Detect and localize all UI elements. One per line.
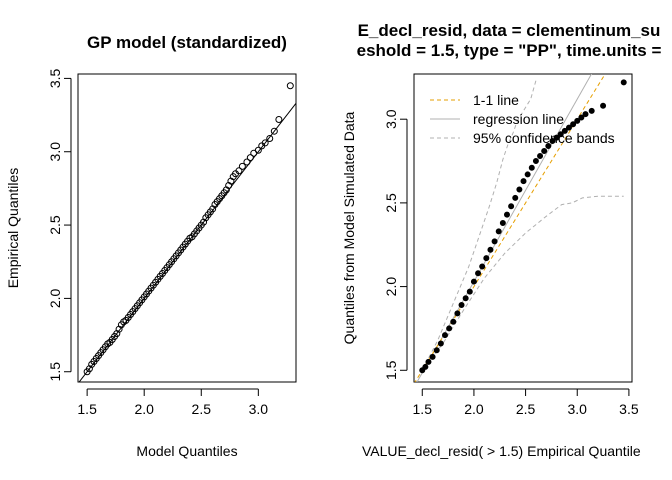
data-point [541, 147, 548, 154]
legend-label: regression line [473, 111, 564, 127]
data-point [470, 278, 477, 285]
legend-label: 1-1 line [473, 92, 519, 108]
left-x-label: Model Quantiles [136, 443, 237, 459]
data-point [570, 121, 577, 128]
right-x-tick-label: 3.0 [568, 401, 588, 417]
right-plot-frame [413, 73, 633, 383]
left-y-tick-label: 1.5 [47, 362, 63, 382]
data-point [582, 111, 589, 118]
data-point [462, 295, 469, 302]
left-plot-frame [77, 73, 297, 383]
data-point [528, 164, 535, 171]
data-point [422, 363, 429, 370]
data-point [433, 347, 440, 354]
right-x-label: VALUE_decl_resid( > 1.5) Empirical Quant… [362, 443, 641, 459]
left-x-tick-label: 2.0 [134, 401, 154, 417]
left-x-tick-label: 2.5 [192, 401, 212, 417]
left-x-tick-label: 1.5 [77, 401, 97, 417]
data-point [499, 219, 506, 226]
left-y-tick-label: 3.5 [47, 68, 63, 88]
data-point [487, 246, 494, 253]
data-point [425, 358, 432, 365]
data-point [557, 131, 564, 138]
left-y-label: Empirical Quantiles [5, 168, 21, 289]
data-point [261, 139, 269, 147]
left-y-tick-label: 2.0 [47, 288, 63, 308]
data-point [437, 340, 444, 347]
right-y-tick-label: 2.5 [383, 193, 399, 213]
left-y-axis: 1.5 2.0 2.5 3.0 3.5 [47, 68, 72, 382]
data-point [450, 318, 457, 325]
right-points [419, 79, 627, 374]
data-point [243, 158, 251, 166]
right-y-tick-label: 3.0 [383, 109, 399, 129]
data-point [524, 171, 531, 178]
data-point [508, 203, 515, 210]
left-y-tick-label: 3.0 [47, 142, 63, 162]
left-y-tick-label: 2.5 [47, 215, 63, 235]
right-x-tick-label: 1.5 [413, 401, 433, 417]
data-point [479, 263, 486, 270]
data-point [588, 107, 595, 114]
data-point [286, 82, 294, 90]
data-point [466, 288, 473, 295]
right-reference-lines [414, 74, 606, 382]
data-point [270, 127, 278, 135]
data-point [495, 228, 502, 235]
data-point [235, 167, 243, 175]
data-point [537, 153, 544, 160]
right-y-tick-label: 2.0 [383, 277, 399, 297]
lower-confidence-band [421, 195, 624, 371]
data-point [578, 114, 585, 121]
legend: 1-1 line regression line 95% confidence ba… [430, 92, 615, 146]
data-point [275, 115, 283, 123]
data-point [238, 162, 246, 170]
data-point [475, 270, 482, 277]
right-panel: E_decl_resid, data = clementinum_su esho… [341, 21, 662, 459]
right-x-tick-label: 2.5 [516, 401, 536, 417]
right-y-axis: 1.5 2.0 2.5 3.0 [383, 109, 408, 380]
right-x-tick-label: 2.0 [464, 401, 484, 417]
data-point [458, 301, 465, 308]
data-point [483, 255, 490, 262]
right-title-line2: eshold = 1.5, type = "PP", time.units = [357, 41, 662, 60]
left-x-axis: 1.5 2.0 2.5 3.0 [77, 388, 269, 417]
data-point [446, 325, 453, 332]
right-x-axis: 1.5 2.0 2.5 3.0 3.5 [413, 388, 639, 417]
data-point [600, 102, 607, 109]
data-point [561, 127, 568, 134]
data-point [503, 211, 510, 218]
one-to-one-line [414, 74, 606, 382]
data-point [532, 158, 539, 165]
upper-confidence-band [421, 80, 537, 371]
right-y-tick-label: 1.5 [383, 360, 399, 380]
data-point [520, 178, 527, 185]
right-y-label: Quantiles from Model Simulated Data [341, 111, 357, 344]
data-point [246, 154, 254, 162]
data-point [516, 186, 523, 193]
right-confidence-bands [421, 80, 624, 371]
data-point [512, 194, 519, 201]
data-point [491, 238, 498, 245]
data-point [441, 332, 448, 339]
data-point [553, 134, 560, 141]
data-point [454, 310, 461, 317]
data-point [574, 117, 581, 124]
left-x-tick-label: 3.0 [249, 401, 269, 417]
left-panel: GP model (standardized) 1.5 2.0 2.5 3.0 1.5… [5, 33, 297, 459]
legend-label: 95% confidence bands [473, 130, 615, 146]
data-point [549, 137, 556, 144]
right-x-tick-label: 3.5 [619, 401, 639, 417]
data-point [266, 135, 274, 143]
data-point [545, 142, 552, 149]
regression-line [416, 74, 593, 382]
data-point [565, 124, 572, 131]
data-point [429, 353, 436, 360]
right-title-line1: E_decl_resid, data = clementinum_su [358, 21, 661, 40]
data-point [254, 146, 262, 154]
left-title: GP model (standardized) [87, 33, 287, 52]
data-point [620, 79, 627, 86]
left-points [83, 82, 294, 376]
